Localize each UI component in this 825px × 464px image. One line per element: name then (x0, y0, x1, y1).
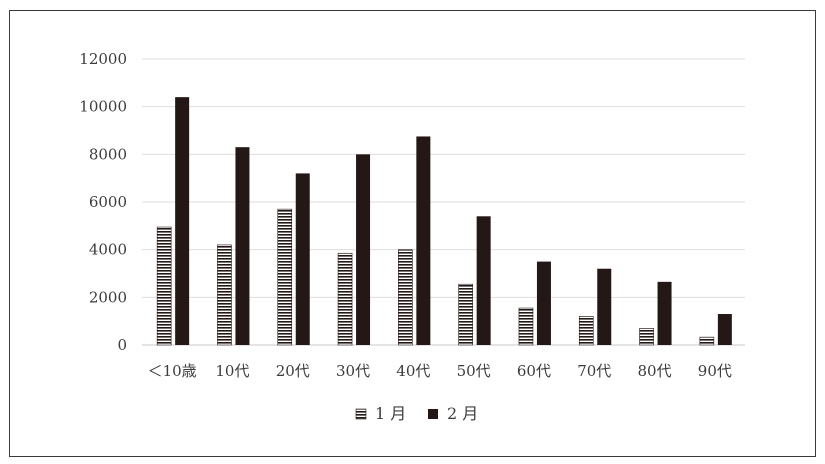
y-tick-label: 12000 (79, 50, 127, 68)
bar-february (416, 136, 431, 345)
bar-january (699, 336, 715, 346)
x-tick-label: 60代 (517, 362, 551, 380)
x-tick-label: 70代 (577, 362, 611, 380)
legend-swatch-january (355, 408, 367, 420)
bar-january (156, 226, 172, 346)
bar-january (639, 328, 654, 346)
y-tick-label: 8000 (89, 145, 127, 163)
x-tick-label: 40代 (396, 362, 430, 380)
legend: 1 月 2 月 (355, 404, 478, 423)
bar-february (476, 216, 491, 345)
y-tick-label: 2000 (89, 288, 127, 306)
bar-february (657, 281, 672, 345)
bar-january (337, 252, 353, 346)
legend-swatch-february (428, 409, 438, 419)
y-tick-label: 4000 (89, 241, 127, 259)
x-tick-label: 50代 (457, 362, 491, 380)
bar-january (458, 283, 473, 346)
x-axis: ＜10歳 10代 20代 30代 40代 50代 60代 70代 80代 90代 (148, 362, 732, 380)
bar-january (277, 208, 293, 346)
bar-february (717, 314, 732, 345)
y-tick-label: 10000 (79, 98, 127, 116)
bar-february (597, 268, 612, 345)
bar-february (536, 261, 551, 345)
bar-february (356, 154, 371, 345)
y-tick-label: 6000 (89, 193, 127, 211)
x-tick-label: 80代 (638, 362, 672, 380)
x-tick-label: 20代 (276, 362, 310, 380)
x-tick-label: 30代 (336, 362, 370, 380)
y-axis: 0 2000 4000 6000 8000 10000 12000 (79, 50, 127, 354)
legend-label-february: 2 月 (447, 404, 478, 423)
gridlines (142, 58, 745, 346)
x-tick-label: 90代 (698, 362, 732, 380)
x-tick-label: ＜10歳 (148, 362, 197, 380)
bar-january (518, 307, 534, 346)
bar-february (235, 147, 250, 345)
chart-frame (9, 10, 816, 457)
x-tick-label: 10代 (215, 362, 249, 380)
bar-january (398, 249, 413, 346)
bar-february (175, 97, 190, 345)
bar-february (295, 173, 310, 345)
y-tick-label: 0 (117, 336, 127, 354)
legend-label-january: 1 月 (375, 404, 406, 423)
bar-january (217, 244, 232, 346)
bars (156, 97, 732, 346)
bar-january (578, 316, 594, 346)
